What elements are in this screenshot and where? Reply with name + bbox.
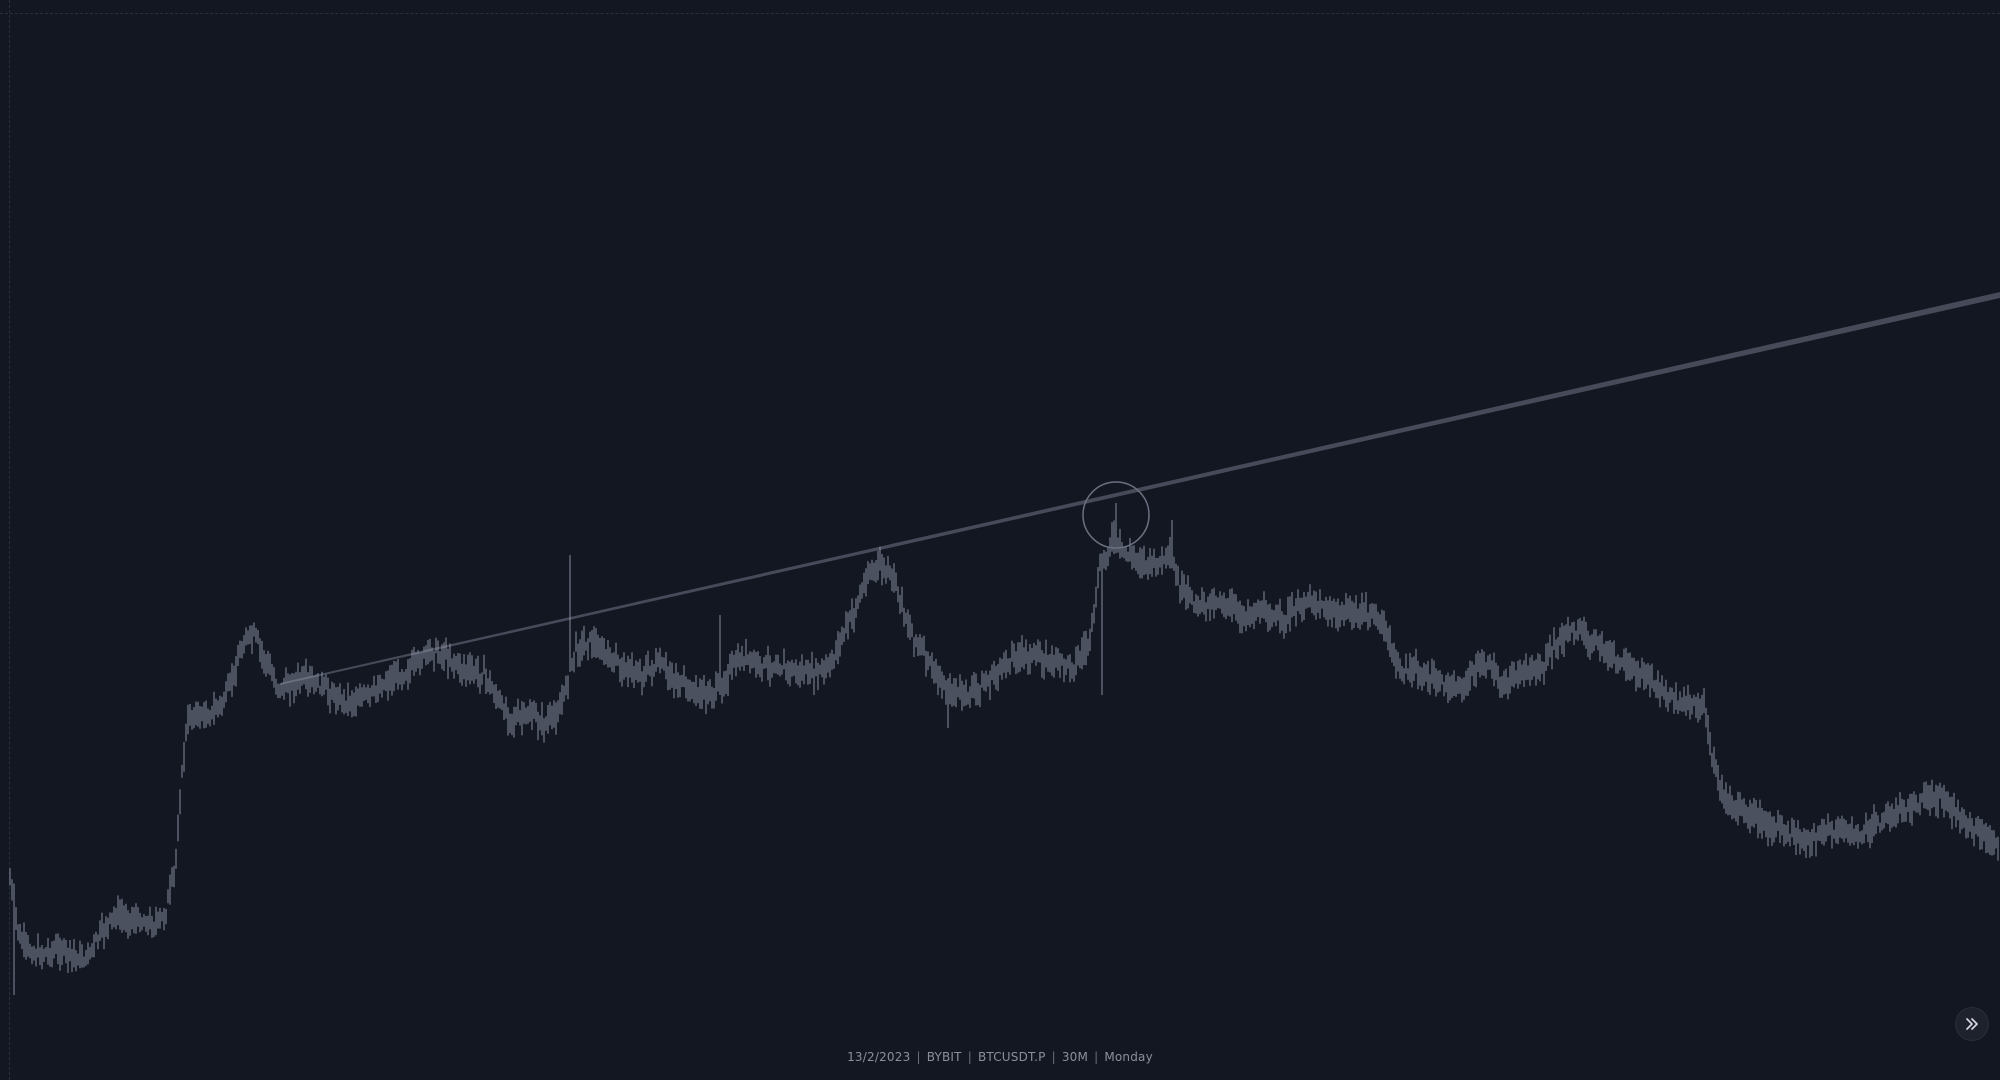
- footer-separator: |: [916, 1050, 921, 1064]
- footer-weekday: Monday: [1104, 1050, 1153, 1064]
- scroll-to-realtime-button[interactable]: [1956, 1008, 1988, 1040]
- footer-separator: |: [1094, 1050, 1099, 1064]
- footer-symbol: BTCUSDT.P: [977, 1050, 1046, 1064]
- chart-info-footer: 13/2/2023 | BYBIT | BTCUSDT.P | 30M | Monday: [0, 1050, 2000, 1064]
- footer-separator: |: [1051, 1050, 1056, 1064]
- footer-exchange: BYBIT: [926, 1050, 962, 1064]
- candlestick-series: [9, 503, 1999, 995]
- double-chevron-right-icon: [1966, 1018, 1978, 1030]
- highlight-circle[interactable]: [1082, 481, 1150, 549]
- footer-timeframe: 30M: [1061, 1050, 1089, 1064]
- footer-date: 13/2/2023: [847, 1050, 911, 1064]
- chart-left-gridline: [9, 0, 10, 1080]
- chart-top-gridline: [0, 13, 2000, 14]
- footer-separator: |: [967, 1050, 972, 1064]
- trendline-ray[interactable]: [280, 292, 2000, 685]
